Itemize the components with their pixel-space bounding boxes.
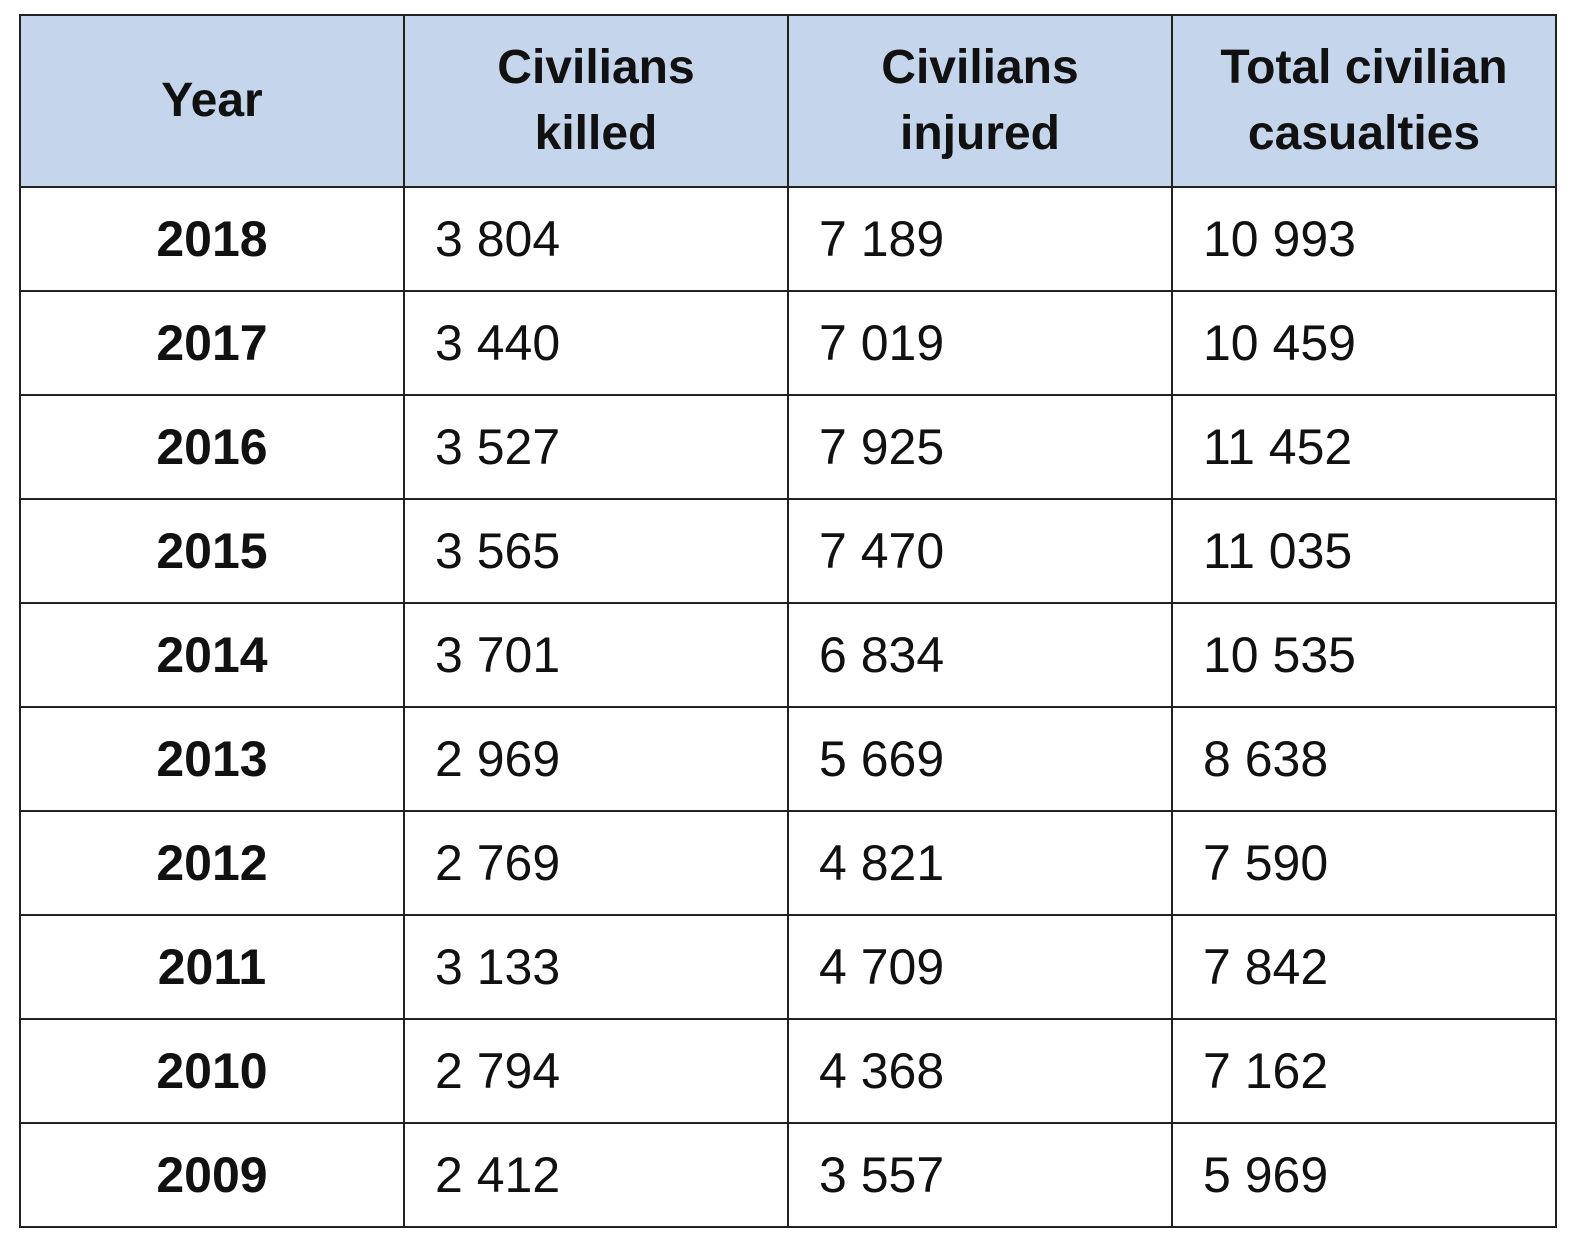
table-body: 2018 3 804 7 189 10 993 2017 3 440 7 019… [19, 186, 1557, 1228]
year-cell: 2016 [19, 394, 405, 500]
killed-cell: 3 804 [403, 186, 789, 292]
injured-cell: 4 368 [787, 1018, 1173, 1124]
year-cell: 2012 [19, 810, 405, 916]
header-total-casualties-label: Total civilian casualties [1220, 41, 1508, 160]
injured-cell: 7 470 [787, 498, 1173, 604]
table-row: 2010 2 794 4 368 7 162 [19, 1018, 1557, 1124]
table-row: 2014 3 701 6 834 10 535 [19, 602, 1557, 708]
header-civilians-killed-label: Civilians killed [497, 41, 695, 160]
table-row: 2017 3 440 7 019 10 459 [19, 290, 1557, 396]
killed-cell: 2 794 [403, 1018, 789, 1124]
total-cell: 11 035 [1171, 498, 1557, 604]
year-cell: 2018 [19, 186, 405, 292]
killed-cell: 3 527 [403, 394, 789, 500]
table-row: 2011 3 133 4 709 7 842 [19, 914, 1557, 1020]
killed-cell: 3 133 [403, 914, 789, 1020]
header-year-label: Year [161, 74, 263, 127]
table-row: 2018 3 804 7 189 10 993 [19, 186, 1557, 292]
header-civilians-injured: Civilians injured [787, 14, 1173, 188]
header-total-casualties: Total civilian casualties [1171, 14, 1557, 188]
injured-cell: 4 709 [787, 914, 1173, 1020]
header-civilians-killed: Civilians killed [403, 14, 789, 188]
year-cell: 2011 [19, 914, 405, 1020]
total-cell: 5 969 [1171, 1122, 1557, 1228]
killed-cell: 3 440 [403, 290, 789, 396]
total-cell: 8 638 [1171, 706, 1557, 812]
injured-cell: 4 821 [787, 810, 1173, 916]
total-cell: 7 590 [1171, 810, 1557, 916]
header-row: Year Civilians killed Civilians injured … [19, 14, 1557, 188]
total-cell: 11 452 [1171, 394, 1557, 500]
year-cell: 2010 [19, 1018, 405, 1124]
total-cell: 7 842 [1171, 914, 1557, 1020]
header-civilians-injured-label: Civilians injured [881, 41, 1079, 160]
injured-cell: 6 834 [787, 602, 1173, 708]
killed-cell: 3 701 [403, 602, 789, 708]
year-cell: 2017 [19, 290, 405, 396]
casualties-table: Year Civilians killed Civilians injured … [19, 14, 1557, 1228]
total-cell: 10 535 [1171, 602, 1557, 708]
header-year: Year [19, 14, 405, 188]
killed-cell: 3 565 [403, 498, 789, 604]
total-cell: 10 459 [1171, 290, 1557, 396]
table-row: 2009 2 412 3 557 5 969 [19, 1122, 1557, 1228]
killed-cell: 2 769 [403, 810, 789, 916]
injured-cell: 7 189 [787, 186, 1173, 292]
total-cell: 7 162 [1171, 1018, 1557, 1124]
year-cell: 2009 [19, 1122, 405, 1228]
killed-cell: 2 969 [403, 706, 789, 812]
injured-cell: 7 019 [787, 290, 1173, 396]
injured-cell: 7 925 [787, 394, 1173, 500]
total-cell: 10 993 [1171, 186, 1557, 292]
table-row: 2015 3 565 7 470 11 035 [19, 498, 1557, 604]
table-row: 2012 2 769 4 821 7 590 [19, 810, 1557, 916]
injured-cell: 5 669 [787, 706, 1173, 812]
table-row: 2013 2 969 5 669 8 638 [19, 706, 1557, 812]
injured-cell: 3 557 [787, 1122, 1173, 1228]
year-cell: 2013 [19, 706, 405, 812]
killed-cell: 2 412 [403, 1122, 789, 1228]
year-cell: 2014 [19, 602, 405, 708]
year-cell: 2015 [19, 498, 405, 604]
table-row: 2016 3 527 7 925 11 452 [19, 394, 1557, 500]
